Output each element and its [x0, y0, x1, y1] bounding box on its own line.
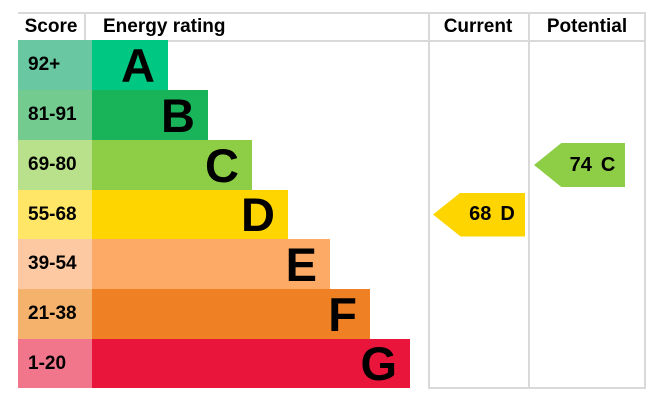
band-letter-E: E: [285, 237, 317, 291]
band-bar-F: F: [92, 289, 370, 339]
band-bar-C: C: [92, 140, 252, 190]
band-row-F: 21-38 F: [18, 289, 370, 339]
band-row-E: 39-54 E: [18, 239, 330, 289]
current-header: Current: [443, 15, 513, 37]
score-range-A: 92+: [18, 40, 92, 90]
current-rating-value: 68: [469, 203, 492, 225]
score-range-B: 81-91: [18, 90, 92, 140]
band-letter-A: A: [121, 38, 155, 92]
band-bar-B: B: [92, 90, 208, 140]
current-column-separator: [428, 12, 430, 389]
band-bar-G: G: [92, 339, 410, 388]
band-row-G: 1-20 G: [18, 339, 410, 388]
band-row-B: 81-91 B: [18, 90, 208, 140]
table-right-border: [644, 12, 646, 389]
score-range-C: 69-80: [18, 140, 92, 190]
score-range-D: 55-68: [18, 190, 92, 239]
header-underline: [18, 40, 646, 42]
band-letter-C: C: [205, 138, 239, 192]
potential-rating-letter: C: [600, 153, 616, 176]
band-bar-A: A: [92, 40, 168, 90]
band-letter-G: G: [360, 337, 397, 390]
potential-column-separator: [528, 12, 530, 389]
band-bar-E: E: [92, 239, 330, 289]
energy-rating-header: Energy rating: [103, 15, 226, 37]
band-row-C: 69-80 C: [18, 140, 252, 190]
score-header: Score: [24, 15, 78, 37]
score-range-F: 21-38: [18, 289, 92, 339]
band-letter-D: D: [241, 188, 275, 241]
current-rating-letter: D: [500, 203, 515, 225]
band-row-D: 55-68 D: [18, 190, 288, 239]
current-rating-arrow: 68 D: [433, 192, 525, 237]
score-column-separator: [84, 12, 86, 40]
potential-header: Potential: [546, 15, 628, 37]
score-range-E: 39-54: [18, 239, 92, 289]
table-bottom-border: [428, 387, 646, 389]
table-top-border: [18, 12, 646, 14]
band-row-A: 92+ A: [18, 40, 168, 90]
potential-rating-arrow: 74 C: [534, 143, 625, 187]
score-range-G: 1-20: [18, 339, 92, 388]
band-bar-D: D: [92, 190, 288, 239]
band-letter-F: F: [328, 287, 357, 341]
band-letter-B: B: [161, 88, 195, 142]
potential-rating-value: 74: [569, 153, 592, 176]
